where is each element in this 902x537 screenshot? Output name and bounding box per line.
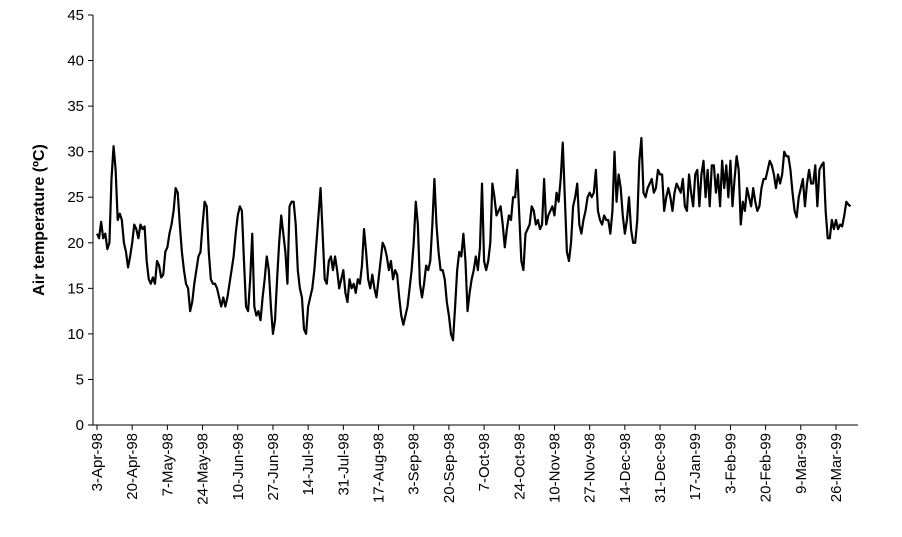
y-tick-label: 25 <box>67 189 84 206</box>
y-tick-label: 10 <box>67 326 84 343</box>
x-tick-label: 7-May-98 <box>159 433 176 496</box>
x-tick-label: 20-Apr-98 <box>124 433 141 500</box>
temperature-line <box>95 136 852 342</box>
y-tick-label: 30 <box>67 144 84 161</box>
x-tick-label: 27-Jun-98 <box>265 433 282 501</box>
y-tick-label: 5 <box>76 371 84 388</box>
x-tick-label: 20-Sep-98 <box>441 433 458 503</box>
x-tick-label: 26-Mar-99 <box>828 433 845 502</box>
x-tick-label: 31-Jul-98 <box>335 433 352 496</box>
x-tick-label: 9-Mar-99 <box>793 433 810 494</box>
x-tick-label: 14-Jul-98 <box>300 433 317 496</box>
x-tick-label: 7-Oct-98 <box>476 433 493 491</box>
x-tick-label: 3-Feb-99 <box>722 433 739 494</box>
y-tick-label: 20 <box>67 235 84 252</box>
y-axis-label: Air temperature (ºC) <box>31 144 48 296</box>
y-tick-label: 0 <box>76 417 84 434</box>
x-tick-label: 3-Apr-98 <box>89 433 106 491</box>
x-tick-label: 24-May-98 <box>195 433 212 505</box>
x-tick-label: 3-Sep-98 <box>406 433 423 495</box>
x-tick-label: 10-Nov-98 <box>546 433 563 503</box>
y-tick-label: 15 <box>67 280 84 297</box>
y-tick-label: 35 <box>67 98 84 115</box>
x-tick-label: 24-Oct-98 <box>511 433 528 500</box>
x-tick-label: 10-Jun-98 <box>230 433 247 501</box>
x-tick-label: 20-Feb-99 <box>758 433 775 502</box>
y-tick-label: 45 <box>67 7 84 24</box>
x-tick-label: 17-Aug-98 <box>371 433 388 503</box>
x-tick-label: 14-Dec-98 <box>617 433 634 503</box>
y-tick-label: 40 <box>67 53 84 70</box>
x-tick-label: 27-Nov-98 <box>582 433 599 503</box>
x-tick-label: 17-Jan-99 <box>687 433 704 501</box>
x-tick-label: 31-Dec-98 <box>652 433 669 503</box>
